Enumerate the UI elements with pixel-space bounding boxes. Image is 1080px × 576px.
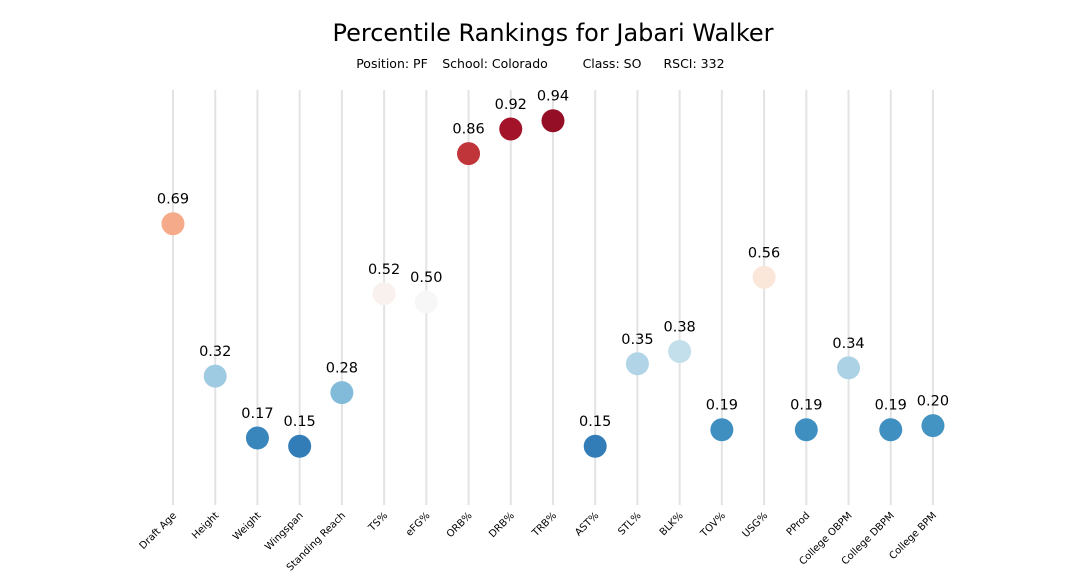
data-point — [710, 418, 734, 442]
chart-title: Percentile Rankings for Jabari Walker — [332, 19, 773, 47]
x-tick-label: Wingspan — [263, 510, 306, 553]
data-label: 0.56 — [748, 245, 780, 261]
x-tick-label: AST% — [573, 510, 601, 538]
data-point — [203, 364, 227, 388]
subtitle-position: Position: PF — [356, 56, 428, 71]
data-label: 0.92 — [495, 97, 527, 113]
data-point — [583, 434, 607, 458]
grid-lines — [172, 90, 934, 505]
data-label: 0.86 — [452, 122, 484, 138]
subtitle-rsci: RSCI: 332 — [663, 56, 724, 71]
data-label: 0.19 — [875, 398, 907, 414]
data-point — [541, 109, 565, 133]
data-label: 0.28 — [326, 361, 358, 377]
data-point — [457, 142, 481, 166]
data-point — [372, 282, 396, 306]
data-point — [245, 426, 269, 450]
x-tick-label: Weight — [231, 510, 263, 542]
x-tick-label: TS% — [366, 510, 390, 534]
data-point — [752, 265, 776, 289]
x-tick-label: USG% — [741, 510, 771, 540]
data-point — [414, 290, 438, 314]
x-tick-label: Height — [190, 510, 221, 541]
data-point — [837, 356, 861, 380]
data-label: 0.69 — [157, 192, 189, 208]
data-label: 0.94 — [537, 89, 569, 105]
data-label: 0.15 — [284, 414, 316, 430]
data-label: 0.20 — [917, 394, 949, 410]
data-point — [330, 381, 354, 405]
x-tick-label: TRB% — [530, 510, 559, 539]
data-point — [499, 117, 523, 141]
data-point — [921, 414, 945, 438]
data-label: 0.15 — [579, 414, 611, 430]
x-tick-label: STL% — [616, 510, 643, 537]
data-label: 0.34 — [832, 336, 864, 352]
data-label: 0.17 — [241, 406, 273, 422]
x-tick-label: PProd — [785, 510, 813, 538]
data-point — [625, 352, 649, 376]
data-label: 0.32 — [199, 344, 231, 360]
x-tick-label: ORB% — [445, 510, 475, 540]
data-label: 0.35 — [621, 332, 653, 348]
x-tick-label: eFG% — [404, 510, 432, 538]
data-label: 0.52 — [368, 262, 400, 278]
x-tick-label: DRB% — [487, 510, 517, 540]
chart-subtitle: Position: PF School: Colorado Class: SO … — [356, 56, 724, 71]
x-tick-label: Draft Age — [138, 510, 180, 552]
subtitle-school: School: Colorado — [442, 56, 548, 71]
data-point — [668, 339, 692, 363]
data-label: 0.50 — [410, 270, 442, 286]
x-tick-label: BLK% — [658, 510, 686, 538]
data-point — [288, 434, 312, 458]
data-point — [879, 418, 903, 442]
data-label: 0.19 — [706, 398, 738, 414]
data-label: 0.38 — [663, 319, 695, 335]
value-labels: 0.69 0.32 0.17 0.15 0.28 0.52 0.50 0.86 0.92 0.94… — [157, 89, 949, 430]
x-tick-label: TOV% — [698, 510, 728, 540]
data-markers — [161, 109, 945, 458]
data-point — [794, 418, 818, 442]
data-point — [161, 212, 185, 236]
data-label: 0.19 — [790, 398, 822, 414]
subtitle-class: Class: SO — [583, 56, 642, 71]
